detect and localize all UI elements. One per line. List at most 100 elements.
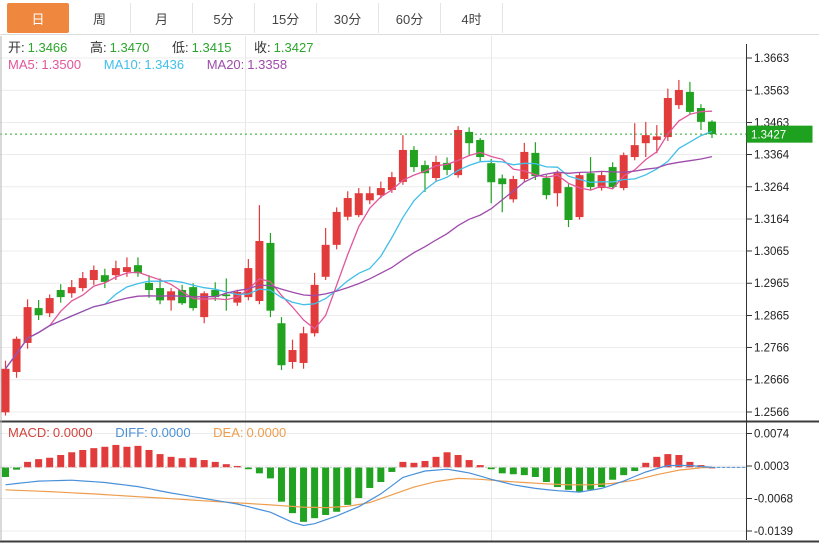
macd-bar: [35, 459, 43, 468]
candle: [663, 98, 672, 138]
macd-bar: [68, 452, 76, 468]
macd-bar: [664, 454, 672, 468]
price-tick-label: 1.2965: [754, 278, 789, 290]
candle: [100, 275, 109, 282]
pane-borders: [0, 36, 819, 543]
macd-bar: [454, 455, 462, 468]
candle: [145, 282, 154, 291]
macd-bar: [244, 467, 252, 470]
macd-bar: [123, 446, 131, 468]
candle: [365, 193, 374, 201]
tab-4时[interactable]: 4时: [441, 3, 503, 33]
diff-layer: [5, 464, 713, 527]
macd-tick-label: 0.0003: [754, 461, 789, 473]
tab-周[interactable]: 周: [69, 3, 131, 33]
candle: [531, 152, 540, 177]
high-value: 1.3470: [109, 40, 150, 55]
ma10-value: 1.3436: [144, 57, 185, 72]
macd-bar: [498, 467, 506, 474]
candle: [376, 188, 385, 196]
macd-bar: [487, 467, 495, 470]
candle: [200, 293, 209, 318]
macd-bar: [620, 467, 628, 476]
macd-bar: [101, 446, 109, 468]
candle: [67, 287, 76, 294]
current-price-badge: 1.3427: [746, 125, 813, 143]
tab-月[interactable]: 月: [131, 3, 193, 33]
candle: [211, 290, 220, 298]
tab-15分[interactable]: 15分: [255, 3, 317, 33]
macd-bar: [255, 467, 263, 474]
macd-bar: [233, 466, 241, 468]
price-tick-label: 1.2666: [754, 375, 789, 387]
candle: [630, 145, 639, 158]
macd-label: MACD:: [8, 425, 50, 440]
macd-bar: [388, 467, 396, 472]
macd-bar: [200, 460, 208, 468]
macd-tick-label: -0.0139: [754, 526, 793, 538]
macd-bar: [465, 460, 473, 468]
ma20-line: [4, 155, 713, 370]
close-value: 1.3427: [273, 40, 314, 55]
macd-bar: [46, 457, 54, 468]
candle: [133, 265, 142, 274]
macd-bar: [178, 458, 186, 468]
tab-60分[interactable]: 60分: [379, 3, 441, 33]
price-tick-label: 1.3264: [754, 182, 790, 194]
candle: [89, 270, 98, 281]
candle: [487, 163, 496, 183]
candle: [586, 173, 595, 188]
ma5-layer: [4, 110, 713, 370]
macd-bar: [542, 467, 550, 483]
macd-bar: [90, 448, 98, 468]
candle: [465, 131, 474, 144]
candle: [387, 177, 396, 190]
candle: [398, 149, 407, 182]
macd-bar: [13, 467, 21, 470]
price-tick-label: 1.3164: [754, 214, 790, 226]
macd-bar: [531, 467, 539, 477]
candle: [696, 108, 705, 122]
macd-bar: [145, 449, 153, 468]
candle: [321, 244, 330, 277]
macd-bar: [642, 462, 650, 468]
tab-30分[interactable]: 30分: [317, 3, 379, 33]
ma10-line: [4, 130, 713, 370]
candle: [23, 307, 32, 343]
candle: [520, 151, 529, 180]
macd-bar: [509, 467, 517, 475]
macd-bar: [289, 467, 297, 514]
chart-area[interactable]: 1.3663 1.3563 1.3463 1.3364 1.3264 1.3164 1.30…: [0, 36, 819, 543]
candle: [222, 294, 231, 297]
candle: [1, 368, 10, 413]
candle: [652, 136, 661, 140]
open-label: 开:: [8, 40, 25, 55]
high-label: 高:: [90, 40, 107, 55]
candle: [122, 267, 131, 272]
price-tick-label: 1.3563: [754, 85, 789, 97]
macd-bar: [520, 467, 528, 476]
macd-bar: [421, 460, 429, 468]
macd-bar: [79, 449, 87, 468]
macd-readout: MACD: 0.0000 DIFF: 0.0000 DEA: 0.0000: [8, 425, 289, 440]
tab-5分[interactable]: 5分: [193, 3, 255, 33]
macd-bar: [134, 445, 142, 468]
candle: [476, 139, 485, 158]
tab-日[interactable]: 日: [7, 3, 69, 33]
macd-bar: [675, 455, 683, 468]
macd-bar: [266, 467, 274, 479]
interval-tabbar: 日周月 5分 15分 30分 60分 4时: [0, 0, 819, 35]
ma-readout: MA5: 1.3500 MA10: 1.3436 MA20: 1.3358: [8, 57, 290, 72]
candle: [45, 298, 54, 314]
macd-bar: [156, 454, 164, 468]
price-tick-label: 1.3364: [754, 149, 790, 161]
macd-bar: [366, 467, 374, 488]
candle: [443, 162, 452, 170]
dea-value: 0.0000: [246, 425, 287, 440]
macd-bar: [653, 456, 661, 468]
candle: [432, 161, 441, 179]
candle: [509, 179, 518, 200]
macd-bar: [189, 457, 197, 468]
candle: [12, 338, 21, 372]
